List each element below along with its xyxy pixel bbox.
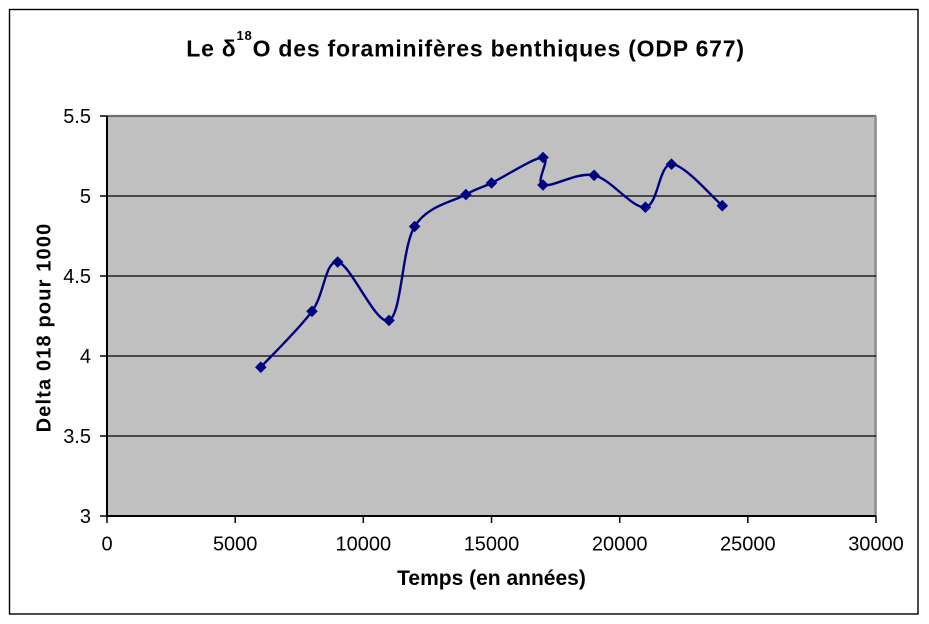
svg-text:5000: 5000 [213,534,258,556]
svg-text:3: 3 [80,506,91,528]
svg-text:20000: 20000 [592,534,648,556]
svg-text:30000: 30000 [848,534,904,556]
svg-text:15000: 15000 [464,534,520,556]
svg-text:5.5: 5.5 [63,106,91,128]
svg-text:3.5: 3.5 [63,426,91,448]
svg-text:5: 5 [80,186,91,208]
svg-text:10000: 10000 [335,534,391,556]
svg-text:0: 0 [101,534,112,556]
svg-text:Delta 018 pour 1000: Delta 018 pour 1000 [34,223,56,433]
svg-text:25000: 25000 [720,534,776,556]
svg-text:4: 4 [80,346,91,368]
svg-text:Temps (en années): Temps (en années) [397,567,586,590]
svg-text:4.5: 4.5 [63,266,91,288]
